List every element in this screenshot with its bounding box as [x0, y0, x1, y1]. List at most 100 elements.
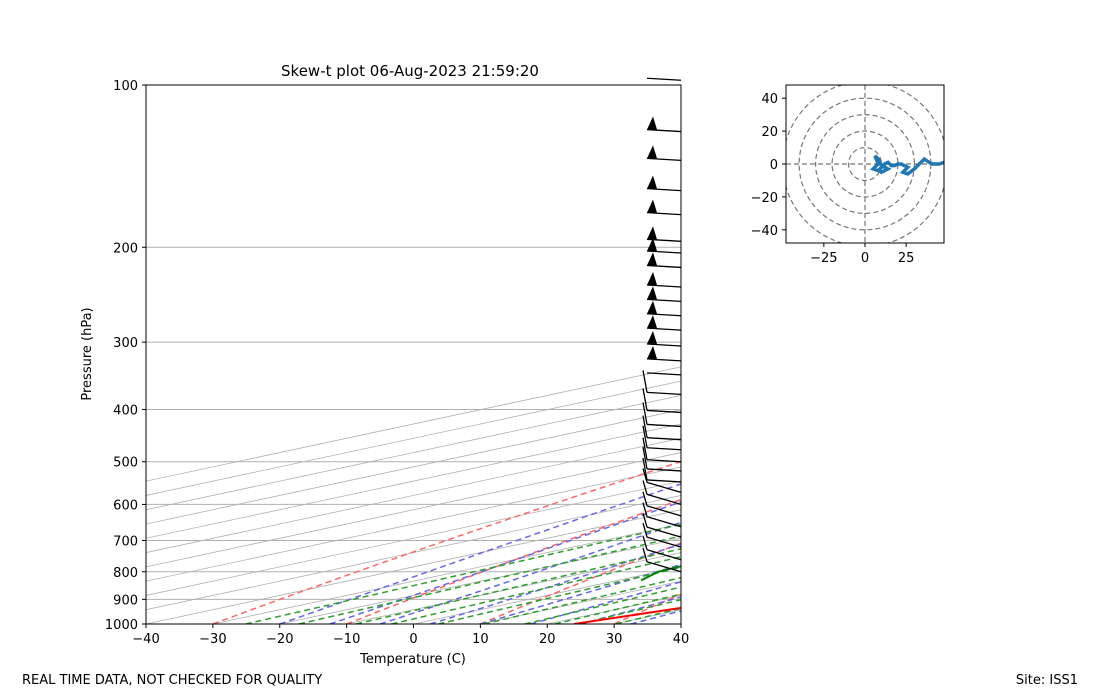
hodograph-x-tick-label: 25	[898, 251, 915, 266]
moist-adiabat	[530, 581, 681, 624]
wind-barb	[642, 468, 682, 494]
dewpoint-profile	[640, 565, 681, 582]
mixing-ratio-line	[615, 607, 681, 624]
isotherm--120	[146, 395, 681, 511]
y-tick-label: 200	[113, 241, 138, 256]
dry-adiabat	[480, 542, 681, 624]
wind-barb	[642, 388, 682, 414]
x-tick-label: 20	[539, 632, 556, 647]
wind-barb	[646, 372, 682, 376]
x-tick-label: 0	[409, 632, 417, 647]
isotherm-20	[547, 595, 681, 624]
dry-adiabat	[748, 85, 1100, 624]
hodograph-trace	[869, 154, 944, 176]
isotherm--140	[146, 366, 681, 482]
wind-barb-column	[642, 77, 682, 573]
isotherm--60	[146, 480, 681, 596]
moist-adiabat	[480, 563, 681, 624]
dry-adiabat	[1015, 85, 1100, 624]
wind-barb	[646, 77, 682, 81]
y-tick-label: 1000	[105, 618, 138, 633]
x-tick-label: −20	[266, 632, 293, 647]
y-tick-label: 400	[113, 404, 138, 419]
wind-barb	[642, 512, 682, 538]
y-axis-label: Pressure (hPa)	[80, 307, 95, 400]
wind-barb	[642, 402, 682, 428]
hodograph-y-tick-label: 20	[761, 125, 778, 140]
isotherm--20	[279, 537, 681, 624]
hodograph-x-tick-label: −25	[810, 251, 837, 266]
hodograph-y-tick-label: 0	[770, 158, 778, 173]
x-tick-label: −30	[199, 632, 226, 647]
x-tick-label: −10	[333, 632, 360, 647]
hodograph-y-tick-label: −40	[751, 224, 778, 239]
chart-title: Skew-t plot 06-Aug-2023 21:59:20	[281, 62, 539, 80]
wind-barb	[642, 457, 682, 483]
y-tick-label: 700	[113, 535, 138, 550]
dry-adiabat	[212, 460, 681, 624]
wind-barb	[646, 175, 682, 192]
isotherm--80	[146, 452, 681, 568]
wind-barb	[646, 271, 682, 288]
isotherm-30	[614, 609, 681, 624]
wind-barb	[646, 300, 682, 317]
isotherm--70	[146, 466, 681, 582]
isotherm--40	[146, 509, 681, 624]
mixing-ratio-line	[245, 523, 681, 624]
wind-barb	[642, 425, 682, 451]
y-tick-label: 800	[113, 566, 138, 581]
dry-adiabat	[613, 593, 681, 624]
wind-barb	[646, 331, 682, 347]
wind-barb	[642, 480, 682, 506]
isotherm--100	[146, 423, 681, 539]
dry-adiabat	[346, 498, 681, 624]
wind-barb	[642, 522, 682, 548]
x-tick-label: 10	[472, 632, 489, 647]
mixing-ratio-line	[298, 535, 681, 624]
x-tick-label: −40	[132, 632, 159, 647]
wind-barb	[642, 502, 682, 528]
x-axis-label: Temperature (C)	[359, 652, 466, 667]
isotherm--130	[146, 380, 681, 496]
wind-barb	[642, 437, 682, 463]
x-tick-label: 40	[673, 632, 690, 647]
wind-barb	[642, 370, 682, 396]
isotherm--30	[212, 523, 681, 624]
wind-barb	[646, 116, 682, 133]
moist-adiabat	[429, 543, 681, 624]
y-tick-label: 900	[113, 593, 138, 608]
wind-barb	[646, 286, 682, 303]
isotherm--90	[146, 437, 681, 553]
mixing-ratio-line	[438, 566, 681, 624]
wind-barb	[646, 145, 682, 162]
skewt-plot-area: −40 −30 −20 −10 0 10 20 30 401000900800700600500…	[80, 62, 1100, 667]
wind-barb	[642, 535, 682, 561]
isotherm--110	[146, 409, 681, 525]
quality-disclaimer: REAL TIME DATA, NOT CHECKED FOR QUALITY	[22, 673, 323, 688]
wind-barb	[642, 491, 682, 517]
isotherm--10	[346, 552, 681, 624]
mixing-ratio-line	[355, 548, 681, 624]
hodograph-x-tick-label: 0	[861, 251, 869, 266]
wind-barb	[646, 238, 682, 254]
site-label: Site: ISS1	[1015, 673, 1078, 688]
y-tick-label: 500	[113, 456, 138, 471]
y-tick-label: 600	[113, 498, 138, 513]
wind-barb	[642, 547, 682, 573]
wind-barb	[642, 446, 682, 472]
moist-adiabat	[329, 501, 681, 624]
isotherm-10	[480, 580, 681, 624]
wind-barb	[642, 415, 682, 441]
y-tick-label: 100	[113, 79, 138, 94]
moist-adiabat	[279, 483, 681, 624]
moist-adiabat	[379, 521, 681, 624]
wind-barb	[646, 315, 682, 331]
wind-barb	[646, 345, 682, 362]
wind-barb	[646, 199, 682, 216]
wind-barb	[646, 252, 682, 269]
wind-barb	[646, 226, 682, 242]
mixing-ratio-line	[391, 555, 681, 624]
isotherm-0	[413, 566, 681, 624]
x-tick-label: 30	[606, 632, 623, 647]
